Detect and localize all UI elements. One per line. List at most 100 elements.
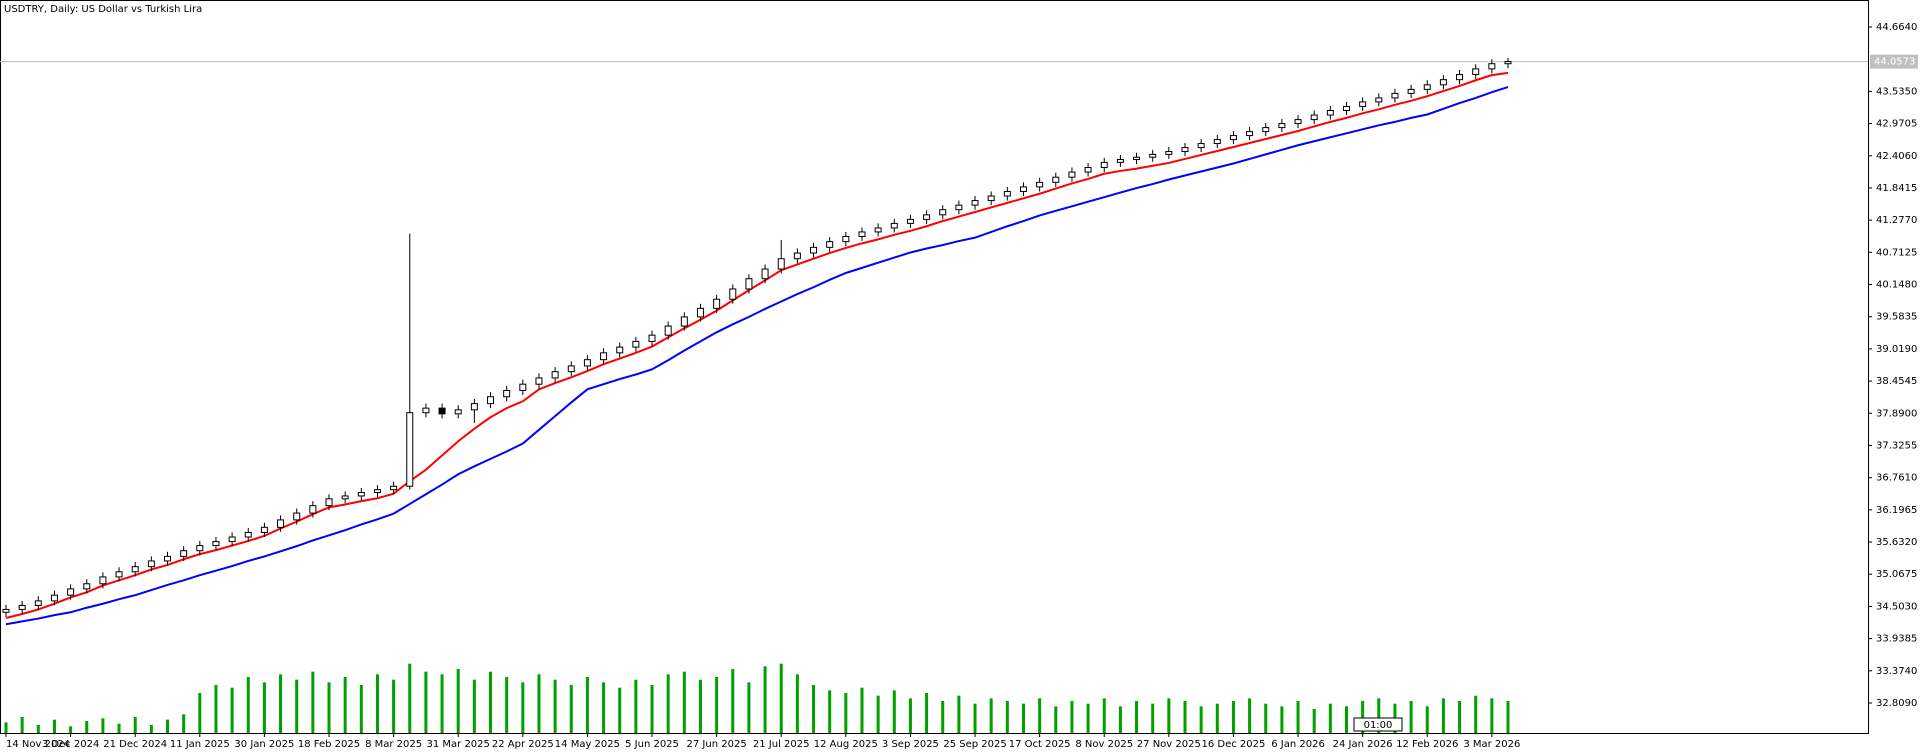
x-tick-label: 14 May 2025 — [555, 739, 620, 750]
y-tick-label: 42.4060 — [1876, 151, 1917, 162]
volume-bar — [682, 671, 686, 733]
volume-bar — [52, 719, 56, 733]
candle-body — [164, 555, 172, 562]
volume-bar — [1167, 698, 1171, 733]
candle-body — [1504, 61, 1512, 65]
candle-body — [551, 371, 559, 379]
candle-body — [1342, 105, 1350, 111]
x-tick-label: 5 Jun 2025 — [625, 739, 679, 750]
volume-bar — [1474, 695, 1478, 733]
candle-body — [1052, 176, 1060, 183]
candle-body — [309, 505, 317, 514]
y-tick-label: 34.5030 — [1876, 601, 1917, 612]
candle-body — [1456, 74, 1464, 81]
volume-bar — [1328, 703, 1332, 733]
y-tick-label: 36.1965 — [1876, 505, 1917, 516]
candle-body — [810, 246, 818, 254]
volume-bar — [650, 685, 654, 733]
volume-bar — [569, 685, 573, 733]
volume-bar — [311, 671, 315, 733]
volume-bar — [715, 677, 719, 733]
candle-body — [454, 409, 462, 415]
volume-bar — [1215, 703, 1219, 733]
y-tick-label: 37.8900 — [1876, 408, 1917, 419]
candle-body — [228, 536, 236, 543]
candle-body — [196, 545, 204, 552]
candle-body — [1294, 119, 1302, 125]
volume-bar — [1183, 701, 1187, 733]
candle-body — [1472, 68, 1480, 76]
candle-body — [1149, 153, 1157, 158]
candle-body — [293, 512, 301, 521]
candle-body — [1068, 171, 1076, 178]
candle-body — [18, 604, 26, 610]
candle-body — [890, 222, 898, 229]
volume-bar — [602, 682, 606, 733]
volume-bar — [392, 679, 396, 733]
volume-bar — [214, 685, 218, 733]
y-tick-label: 38.4545 — [1876, 376, 1917, 387]
volume-bar — [795, 674, 799, 733]
y-tick-label: 41.8415 — [1876, 183, 1917, 194]
y-tick-label: 39.5835 — [1876, 312, 1917, 323]
candle-body — [115, 571, 123, 578]
volume-bar — [731, 669, 735, 733]
candle-body — [858, 231, 866, 238]
volume-bar — [779, 663, 783, 733]
volume-bar — [246, 677, 250, 733]
volume-bar — [505, 677, 509, 733]
x-tick-label: 11 Jan 2025 — [170, 739, 230, 750]
candle-body — [1326, 109, 1334, 116]
candle-body — [906, 218, 914, 224]
candle-body — [503, 389, 511, 398]
volume-bar — [424, 671, 428, 733]
candle-body — [422, 407, 430, 414]
volume-bar — [149, 725, 153, 733]
x-tick-label: 14 Nov 2024 — [6, 739, 70, 750]
candle-body — [1229, 135, 1237, 141]
candle-body — [1359, 101, 1367, 107]
candle-body — [519, 383, 527, 391]
bid-label: 44.0573 — [1874, 57, 1915, 68]
volume-bar — [85, 721, 89, 733]
volume-bar — [166, 719, 170, 733]
volume-bar — [1425, 706, 1429, 733]
x-tick-label: 17 Oct 2025 — [1009, 739, 1071, 750]
candle-body — [616, 346, 624, 354]
x-tick-label: 25 Sep 2025 — [943, 739, 1006, 750]
candle-body — [83, 583, 91, 590]
candle-body — [664, 325, 672, 336]
volume-bar — [973, 703, 977, 733]
volume-bar — [1086, 703, 1090, 733]
candle-body — [1310, 114, 1318, 121]
volume-bar — [747, 682, 751, 733]
volume-bar — [585, 677, 589, 733]
timer-box — [1353, 717, 1403, 732]
x-tick-label: 31 Mar 2025 — [427, 739, 490, 750]
volume-bar — [1377, 698, 1381, 733]
candle-body — [761, 268, 769, 280]
candle-body — [987, 195, 995, 202]
candle-body — [923, 214, 931, 220]
candle-body — [874, 227, 882, 233]
volume-bar — [763, 666, 767, 733]
candle-body — [260, 526, 268, 533]
candle-body — [1439, 79, 1447, 86]
candle-body — [1133, 156, 1141, 161]
y-tick-label: 35.0675 — [1876, 569, 1917, 580]
volume-bar — [1070, 701, 1074, 733]
candle-body — [648, 334, 656, 342]
volume-bar — [1135, 701, 1139, 733]
volume-bar — [1280, 706, 1284, 733]
volume-bar — [844, 693, 848, 733]
volume-bar — [1312, 709, 1316, 733]
candle-body — [1084, 167, 1092, 173]
volume-bar — [1102, 698, 1106, 733]
candle-body — [1391, 92, 1399, 99]
x-tick-label: 12 Aug 2025 — [814, 739, 878, 750]
x-tick-label: 12 Feb 2026 — [1396, 739, 1458, 750]
candle-body — [131, 566, 139, 573]
volume-bar — [375, 674, 379, 733]
candle-body — [1181, 147, 1189, 153]
